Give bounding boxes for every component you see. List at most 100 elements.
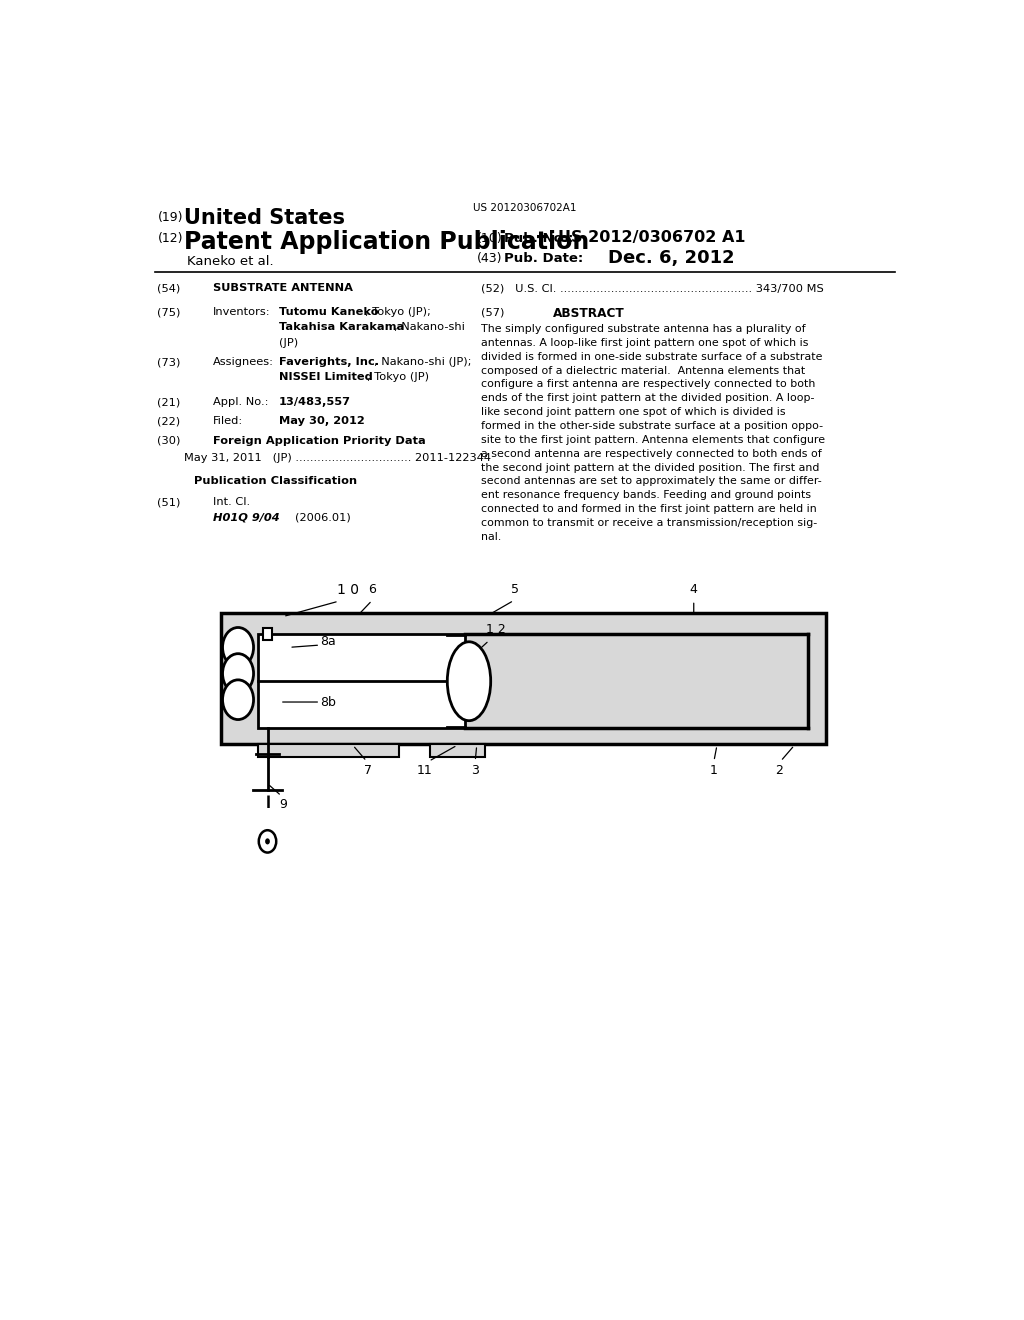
Bar	[805, 96, 809, 132]
Text: 8a: 8a	[321, 635, 336, 648]
Text: Int. Cl.: Int. Cl.	[213, 498, 251, 507]
Text: 13/483,557: 13/483,557	[280, 397, 351, 407]
Bar	[628, 96, 629, 132]
Bar	[801, 96, 806, 132]
Text: ABSTRACT: ABSTRACT	[553, 308, 625, 319]
Bar	[442, 96, 445, 132]
Text: Takahisa Karakama: Takahisa Karakama	[280, 322, 404, 333]
Text: (10): (10)	[477, 232, 503, 246]
Bar	[880, 96, 883, 132]
Bar	[876, 96, 881, 132]
Bar	[572, 96, 574, 132]
Bar	[545, 96, 550, 132]
Text: 5: 5	[512, 582, 519, 595]
Bar	[596, 96, 598, 132]
Bar	[517, 96, 521, 132]
Circle shape	[259, 830, 276, 853]
Bar	[430, 743, 484, 758]
Text: Inventors:: Inventors:	[213, 308, 271, 317]
Bar	[655, 96, 657, 132]
Text: (2006.01): (2006.01)	[295, 512, 350, 523]
Text: (52)   U.S. Cl. ..................................................... 343/700 MS: (52) U.S. Cl. ..........................…	[480, 284, 823, 293]
Bar	[434, 96, 438, 132]
Bar	[738, 96, 742, 132]
Bar	[263, 628, 272, 640]
Bar	[446, 96, 449, 132]
Text: composed of a dielectric material.  Antenna elements that: composed of a dielectric material. Anten…	[480, 366, 805, 375]
Bar	[837, 96, 838, 132]
Bar	[478, 96, 481, 132]
Circle shape	[222, 627, 254, 667]
Bar	[785, 96, 791, 132]
Text: (57): (57)	[480, 308, 504, 317]
Bar	[581, 96, 585, 132]
Text: , Nakano-shi: , Nakano-shi	[394, 322, 465, 333]
Bar	[820, 96, 824, 132]
Text: , Tokyo (JP);: , Tokyo (JP);	[366, 308, 431, 317]
Bar	[415, 96, 417, 132]
Bar	[560, 96, 565, 132]
Text: US 20120306702A1: US 20120306702A1	[473, 203, 577, 213]
Bar	[663, 96, 667, 132]
Text: Filed:: Filed:	[213, 416, 244, 426]
Text: 1 2: 1 2	[486, 623, 506, 636]
Text: site to the first joint pattern. Antenna elements that configure: site to the first joint pattern. Antenna…	[480, 434, 824, 445]
Text: (19): (19)	[158, 211, 183, 224]
Bar	[797, 96, 800, 132]
Text: 3: 3	[471, 763, 479, 776]
Text: 11: 11	[416, 763, 432, 776]
Bar	[734, 96, 739, 132]
Text: , Nakano-shi (JP);: , Nakano-shi (JP);	[374, 358, 471, 367]
Text: Kaneko et al.: Kaneko et al.	[187, 255, 273, 268]
Text: second antennas are set to approximately the same or differ-: second antennas are set to approximately…	[480, 477, 821, 486]
Bar	[529, 96, 532, 132]
Text: 4: 4	[690, 582, 697, 595]
Bar	[856, 96, 861, 132]
Bar	[423, 96, 428, 132]
Text: Faverights, Inc.: Faverights, Inc.	[280, 358, 379, 367]
Bar	[549, 96, 554, 132]
Bar	[502, 96, 505, 132]
Bar	[588, 96, 593, 132]
Bar	[620, 96, 624, 132]
Text: (43): (43)	[477, 252, 502, 265]
Text: Assignees:: Assignees:	[213, 358, 274, 367]
Bar	[600, 96, 602, 132]
Text: connected to and formed in the first joint pattern are held in: connected to and formed in the first joi…	[480, 504, 816, 513]
Bar	[474, 96, 476, 132]
Text: (22): (22)	[158, 416, 180, 426]
Text: 7: 7	[365, 763, 373, 776]
Text: (30): (30)	[158, 436, 181, 446]
Text: formed in the other-side substrate surface at a position oppo-: formed in the other-side substrate surfa…	[480, 421, 822, 430]
Text: (JP): (JP)	[280, 338, 298, 347]
Text: 1 0: 1 0	[337, 583, 359, 598]
Text: Dec. 6, 2012: Dec. 6, 2012	[608, 249, 735, 267]
Bar	[671, 96, 673, 132]
Bar	[509, 96, 512, 132]
Bar	[506, 96, 509, 132]
Bar	[532, 96, 539, 132]
Text: Pub. Date:: Pub. Date:	[504, 252, 583, 265]
Bar	[430, 96, 433, 132]
Bar	[679, 96, 682, 132]
Bar	[525, 96, 527, 132]
Circle shape	[222, 680, 254, 719]
Bar	[419, 96, 422, 132]
Bar	[615, 96, 621, 132]
Bar	[714, 96, 719, 132]
Text: antennas. A loop-like first joint pattern one spot of which is: antennas. A loop-like first joint patter…	[480, 338, 808, 347]
Text: common to transmit or receive a transmission/reception sig-: common to transmit or receive a transmis…	[480, 517, 817, 528]
Bar	[793, 96, 796, 132]
Bar	[470, 96, 474, 132]
Bar	[741, 96, 745, 132]
Bar	[864, 96, 868, 132]
Text: ent resonance frequency bands. Feeding and ground points: ent resonance frequency bands. Feeding a…	[480, 490, 811, 500]
Bar	[828, 96, 834, 132]
Bar	[221, 612, 825, 743]
Bar	[455, 96, 458, 132]
Bar	[481, 96, 484, 132]
Circle shape	[222, 653, 254, 693]
Text: divided is formed in one-side substrate surface of a substrate: divided is formed in one-side substrate …	[480, 351, 822, 362]
Bar	[639, 96, 644, 132]
Bar	[458, 96, 461, 132]
